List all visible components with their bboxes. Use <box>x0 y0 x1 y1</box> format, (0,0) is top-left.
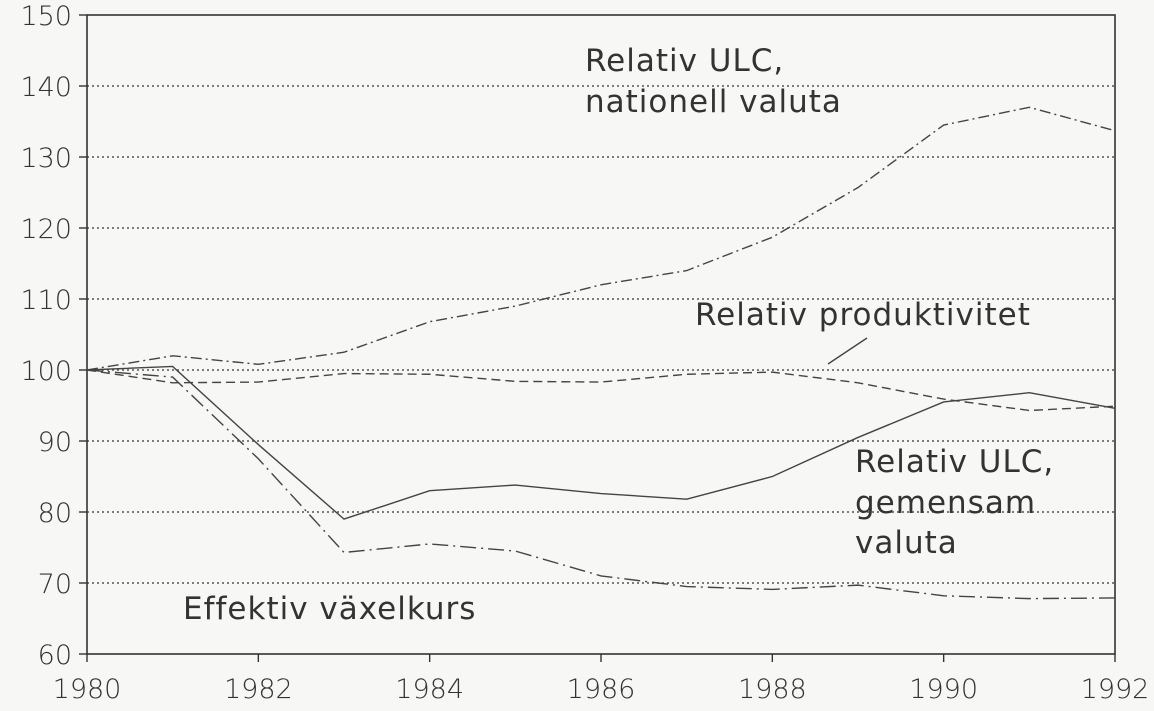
y-tick-label-100: 100 <box>20 356 72 387</box>
annotation-ulc-national-line2: nationell valuta <box>585 84 842 120</box>
x-tick-label-1984: 1984 <box>395 674 464 705</box>
x-tick-label-1990: 1990 <box>909 674 978 705</box>
annotation-productivity: Relativ produktivitet <box>695 297 1031 333</box>
gridlines <box>87 85 1115 584</box>
y-tick-label-130: 130 <box>20 143 72 174</box>
y-tick-label-80: 80 <box>38 498 72 529</box>
y-tick-label-60: 60 <box>38 640 72 671</box>
x-tick-label-1980: 1980 <box>53 674 122 705</box>
y-tick-label-120: 120 <box>20 214 72 245</box>
y-tick-label-140: 140 <box>20 72 72 103</box>
series-line-effektiv-v-xelkurs <box>86 369 1116 600</box>
annotation-ulc-common-line1: Relativ ULC, <box>855 444 1054 480</box>
annotation-ulc-common-line2: gemensam <box>855 485 1036 521</box>
annotation-productivity-pointer <box>827 337 868 365</box>
annotation-ulc-common-line3: valuta <box>855 525 958 561</box>
y-tick-label-110: 110 <box>20 285 72 316</box>
annotation-exchange-rate: Effektiv växelkurs <box>183 591 476 627</box>
series-line-relativ-ulc-gemensam-valuta <box>86 365 1116 520</box>
y-tick-label-70: 70 <box>38 569 72 600</box>
series-line-relativ-ulc-nationell-valuta <box>86 106 1116 371</box>
series-line-relativ-produktivitet <box>86 369 1116 412</box>
x-tick-label-1982: 1982 <box>224 674 293 705</box>
y-tick-label-90: 90 <box>38 427 72 458</box>
series-layer <box>86 106 1116 600</box>
x-tick-label-1992: 1992 <box>1081 674 1150 705</box>
y-axis-ticks: 60 70 80 90 100 110 120 130 140 150 <box>20 1 87 671</box>
annotation-ulc-national-line1: Relativ ULC, <box>585 43 784 79</box>
x-tick-label-1986: 1986 <box>567 674 636 705</box>
x-tick-label-1988: 1988 <box>738 674 807 705</box>
x-axis-ticks: 1980 1982 1984 1986 1988 1990 1992 <box>53 654 1150 705</box>
y-tick-label-150: 150 <box>20 1 72 32</box>
